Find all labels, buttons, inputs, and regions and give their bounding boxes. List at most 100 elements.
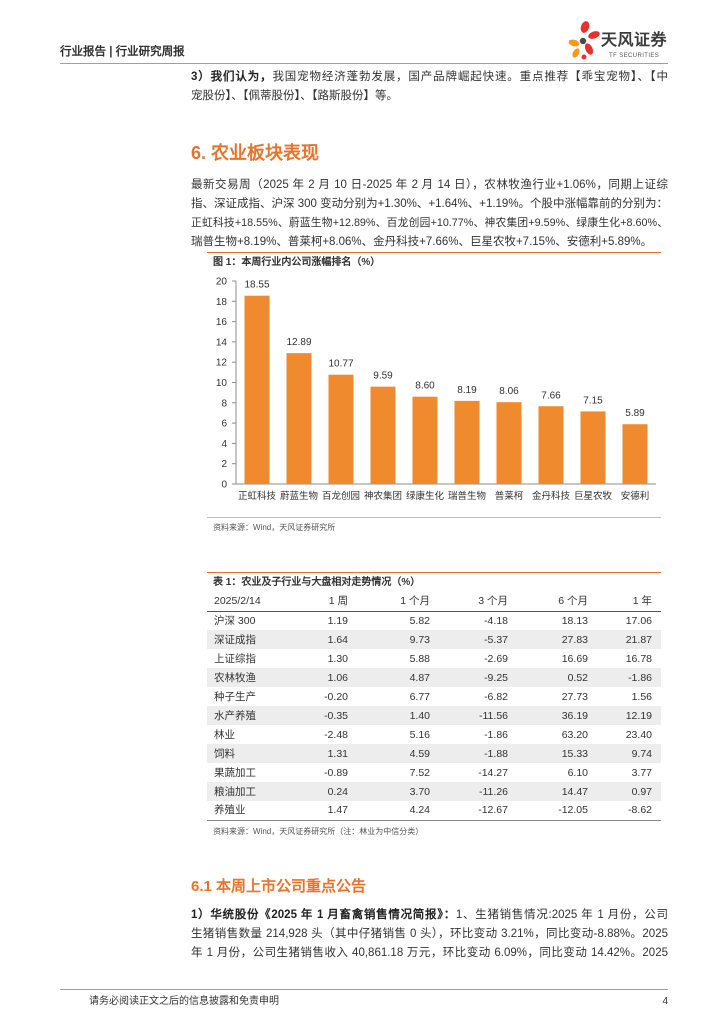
header-divider: [60, 63, 668, 64]
table-cell: -11.26: [479, 785, 508, 798]
table-cell: 5.82: [409, 614, 430, 627]
table-cell: -9.25: [484, 671, 508, 684]
table-row: 深证成指 1.64 9.73 -5.37 27.83 21.87: [207, 630, 661, 649]
table-cell: 5.88: [409, 652, 430, 665]
table-cell: 1.19: [327, 614, 348, 627]
chart-bar: [412, 396, 438, 484]
subsection-heading: 6.1 本周上市公司重点公告: [191, 878, 367, 895]
logo-petal: [580, 21, 590, 33]
figure-top-rule: [207, 252, 661, 253]
row-label: 粮油加工: [214, 785, 256, 798]
table-row: 果蔬加工 -0.89 7.52 -14.27 6.10 3.77: [207, 763, 661, 782]
table-cell: -0.20: [324, 690, 348, 703]
table-cell: 5.16: [409, 728, 430, 741]
table-cell: -12.05: [558, 804, 588, 817]
x-tick-label: 正虹科技: [238, 490, 277, 502]
section-heading: 6. 农业板块表现: [191, 143, 320, 163]
table-cell: -1.86: [628, 671, 652, 684]
x-tick-label: 巨星农牧: [574, 490, 613, 502]
y-tick-label: 4: [221, 439, 227, 450]
table-cell: -1.86: [484, 728, 508, 741]
footer-divider: [60, 989, 668, 990]
table-cell: 27.83: [561, 633, 588, 646]
logo-dot: [581, 54, 587, 60]
paragraph-line: 生猪销售数量 214,928 头（其中仔猪销售 0 头），环比变动 3.21%，…: [191, 927, 668, 940]
table-cell: -11.56: [479, 709, 508, 722]
column-header-1w: 1 周: [328, 595, 348, 608]
table-cell: 4.87: [409, 671, 430, 684]
table-cell: 17.06: [625, 614, 652, 627]
table-row: 饲料 1.31 4.59 -1.88 15.33 9.74: [207, 744, 661, 763]
table-cell: -0.89: [324, 766, 348, 779]
table-cell: 36.19: [561, 709, 588, 722]
y-tick-label: 14: [216, 337, 228, 348]
chart-bar: [622, 424, 648, 484]
table-cell: 15.33: [561, 747, 588, 760]
paragraph-line: 最新交易周（2025 年 2 月 10 日-2025 年 2 月 14 日），农…: [191, 178, 668, 191]
figure-bottom-rule: [207, 517, 661, 518]
performance-table: 2025/2/14 1 周 1 个月 3 个月 6 个月 1 年 沪深 300 1…: [207, 592, 661, 821]
table-cell: 4.24: [409, 804, 430, 817]
y-tick-label: 18: [216, 297, 228, 308]
table-cell: -0.35: [324, 709, 348, 722]
table-cell: -2.69: [484, 652, 508, 665]
x-tick-label: 绿康生化: [406, 490, 445, 502]
table-row: 农林牧渔 1.06 4.87 -9.25 0.52 -1.86: [207, 668, 661, 687]
row-label: 林业: [214, 728, 235, 741]
row-label: 上证综指: [214, 652, 256, 665]
figure-source: 资料来源：Wind，天风证券研究所: [213, 523, 336, 532]
table-cell: -6.82: [484, 690, 508, 703]
table-cell: 1.40: [409, 709, 430, 722]
paragraph-line: 指、深证成指、沪深 300 变动分别为+1.30%、+1.64%、+1.19%。…: [191, 197, 669, 210]
table-row: 林业 -2.48 5.16 -1.86 63.20 23.40: [207, 725, 661, 744]
bar-value-label: 5.89: [625, 408, 645, 419]
bar-value-label: 12.89: [286, 337, 311, 348]
table-cell: 6.10: [567, 766, 588, 779]
y-tick-label: 10: [216, 378, 228, 389]
row-label: 果蔬加工: [214, 766, 256, 779]
x-tick-label: 百龙创园: [322, 490, 360, 502]
table-cell: 23.40: [625, 728, 652, 741]
table-body: 沪深 300 1.19 5.82 -4.18 18.13 17.06 深证成指 1.64 9.7…: [207, 611, 661, 820]
table-cell: -12.67: [478, 804, 508, 817]
table-title: 表 1：农业及子行业与大盘相对走势情况（%）: [213, 577, 421, 588]
table-cell: 1.31: [327, 747, 348, 760]
table-header-row: 2025/2/14 1 周 1 个月 3 个月 6 个月 1 年: [207, 592, 661, 611]
y-tick-label: 12: [216, 358, 228, 369]
logo-subtitle: TF SECURITIES: [609, 53, 660, 59]
row-label: 饲料: [214, 747, 235, 760]
x-tick-label: 安德利: [621, 490, 650, 502]
table-cell: 1.06: [327, 671, 348, 684]
table-cell: -4.18: [484, 614, 508, 627]
bar-value-label: 8.06: [499, 386, 519, 397]
table-row: 水产养殖 -0.35 1.40 -11.56 36.19 12.19: [207, 706, 661, 725]
y-tick-label: 20: [216, 277, 228, 288]
table-cell: -2.48: [324, 728, 348, 741]
paragraph-line: 3）我们认为，我国宠物经济蓬勃发展，国产品牌崛起快速。重点推荐【乖宝宠物】、【中: [191, 68, 668, 87]
logo-name: 天风证券: [601, 32, 668, 49]
bar-value-label: 18.55: [244, 280, 269, 291]
section-6-paragraph: 最新交易周（2025 年 2 月 10 日-2025 年 2 月 14 日），农…: [191, 176, 668, 252]
chart-bar: [244, 295, 270, 484]
bar-value-label: 9.59: [373, 371, 393, 382]
table-cell: 1.47: [327, 804, 348, 817]
tf-logo-icon: [568, 21, 600, 60]
chart-bar: [454, 400, 480, 484]
table-cell: 1.56: [631, 690, 652, 703]
logo-petal: [568, 39, 580, 47]
row-label: 种子生产: [214, 690, 256, 703]
paragraph-line: 瑞普生物+8.19%、普莱柯+8.06%、金丹科技+7.66%、巨星农牧+7.1…: [191, 235, 653, 248]
table-cell: 21.87: [625, 633, 652, 646]
row-label: 农林牧渔: [214, 671, 256, 684]
table-cell: 18.13: [561, 614, 588, 627]
figure-title: 图 1：本周行业内公司涨幅排名（%）: [213, 257, 381, 268]
x-tick-label: 金丹科技: [532, 490, 571, 502]
paragraph-line: 1）华统股份《2025 年 1 月畜禽销售情况简报》：1、生猪销售情况:2025…: [191, 906, 668, 925]
chart-bar: [496, 402, 522, 484]
x-tick-label: 神农集团: [364, 490, 402, 502]
table-cell: 0.52: [567, 671, 588, 684]
table-cell: 1.30: [327, 652, 348, 665]
intro-paragraph: 3）我们认为，我国宠物经济蓬勃发展，国产品牌崛起快速。重点推荐【乖宝宠物】、【中…: [191, 68, 668, 106]
table-row: 种子生产 -0.20 6.77 -6.82 27.73 1.56: [207, 687, 661, 706]
